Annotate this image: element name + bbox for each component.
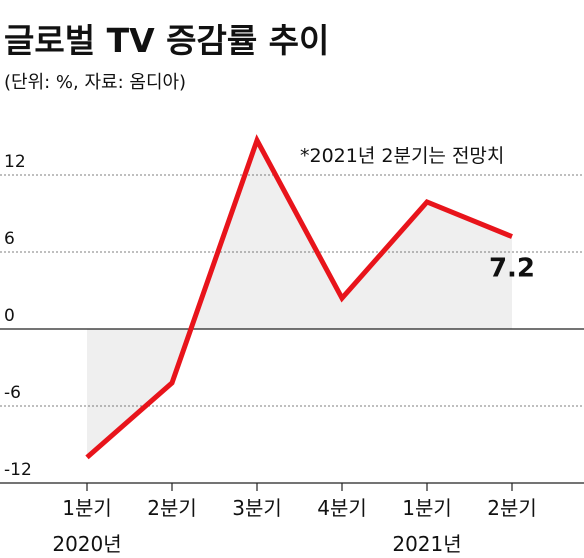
x-tick-label: 2분기 [147, 496, 197, 520]
chart-subtitle: (단위: %, 자료: 옴디아) [4, 72, 186, 93]
chart-title: 글로벌 TV 증감률 추이 [4, 21, 329, 60]
x-tick-label: 2분기 [487, 496, 537, 520]
y-tick-label: -12 [4, 460, 32, 480]
x-tick-label: 1분기 [402, 496, 452, 520]
y-tick-label: 6 [4, 229, 15, 249]
area [87, 140, 512, 458]
annotation: *2021년 2분기는 전망치 [300, 145, 504, 167]
data-label: 7.2 [489, 254, 535, 284]
x-tick-label: 4분기 [317, 496, 367, 520]
y-tick-label: -6 [4, 383, 21, 403]
x-tick-label: 1분기 [62, 496, 112, 520]
line [85, 134, 513, 460]
y-tick-label: 0 [4, 306, 15, 326]
x-tick-label: 3분기 [232, 496, 282, 520]
year-label: 2021년 [392, 532, 461, 556]
y-tick-label: 12 [4, 152, 26, 172]
year-label: 2020년 [52, 532, 121, 556]
